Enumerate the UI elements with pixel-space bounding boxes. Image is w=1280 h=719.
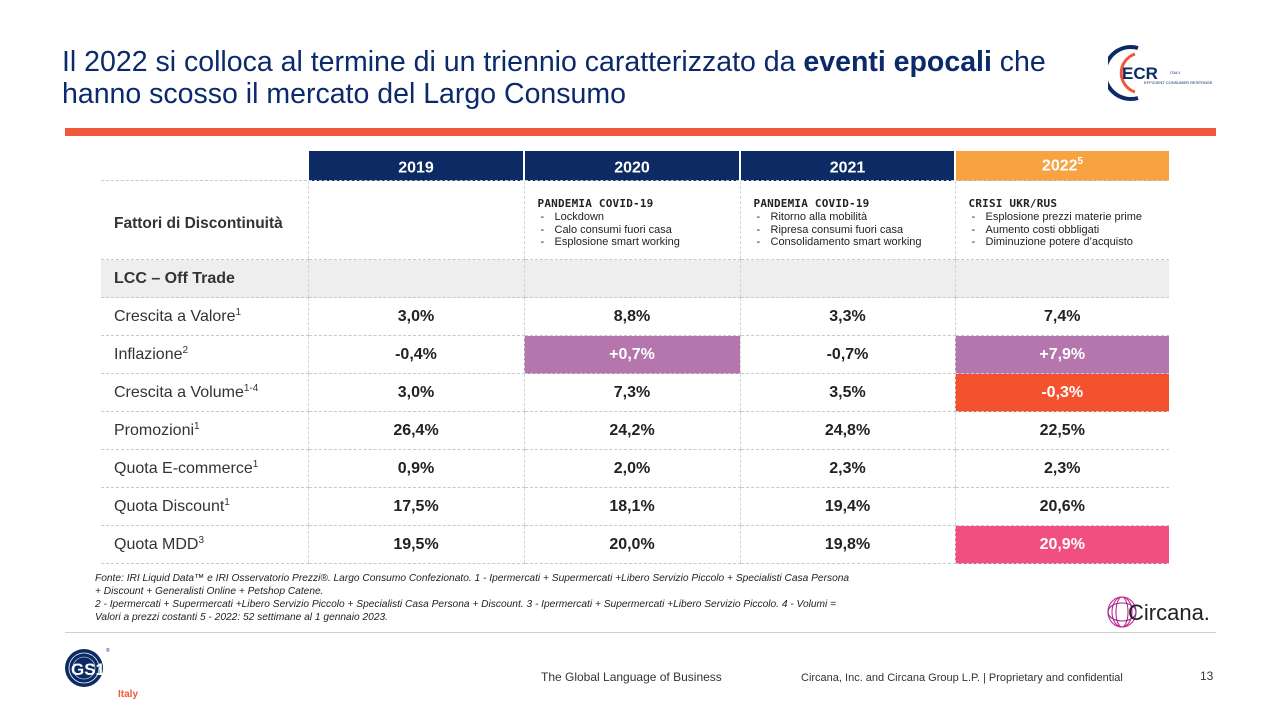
table-row: Crescita a Valore1 3,0% 8,8% 3,3% 7,4%: [101, 297, 1169, 336]
value-cell: 24,8%: [739, 411, 955, 450]
gs1-logo: GS1 ® Italy: [65, 647, 138, 700]
market-table: 2019 2020 2021 20225 Fattori di Disconti…: [101, 151, 1169, 564]
factors-label: Fattori di Discontinuità: [101, 180, 308, 260]
row-label: Quota MDD3: [101, 525, 308, 564]
value-cell: 19,8%: [739, 525, 955, 564]
value-cell: -0,3%: [954, 373, 1169, 412]
year-header-2021: 2021: [739, 151, 955, 181]
factors-row: Fattori di Discontinuità PANDEMIA COVID-…: [101, 180, 1170, 260]
factor-item: Calo consumi fuori casa: [538, 224, 740, 237]
gs1-reg-mark: ®: [106, 647, 110, 654]
footnote-line: 2 - Ipermercati + Supermercati +Libero S…: [95, 599, 837, 610]
row-label: Quota E-commerce1: [101, 449, 308, 488]
row-label: Crescita a Valore1: [101, 297, 308, 336]
header-corner: [101, 151, 308, 181]
table-row: Quota Discount1 17,5% 18,1% 19,4% 20,6%: [101, 487, 1169, 526]
value-cell: 20,9%: [954, 525, 1169, 564]
table-row: Crescita a Volume1-4 3,0% 7,3% 3,5% -0,3%: [101, 373, 1169, 412]
title-underline: [65, 128, 1216, 136]
year-header-2019: 2019: [307, 151, 524, 181]
value-cell: 3,0%: [307, 297, 524, 336]
table-row: Quota MDD3 19,5% 20,0% 19,8% 20,9%: [101, 525, 1169, 564]
value-cell: 7,4%: [954, 297, 1169, 336]
row-label: Quota Discount1: [101, 487, 308, 526]
source-footnote: Fonte: IRI Liquid Data™ e IRI Osservator…: [95, 572, 1025, 624]
value-cell: 2,3%: [739, 449, 955, 488]
factor-title: PANDEMIA COVID-19: [537, 196, 654, 210]
factor-title: CRISI UKR/RUS: [968, 196, 1058, 210]
factor-cell-2022: CRISI UKR/RUS Esplosione prezzi materie …: [954, 180, 1170, 260]
table-row: Inflazione2 -0,4% +0,7% -0,7% +7,9%: [101, 335, 1169, 374]
circana-logo-text: Circana.: [1128, 600, 1210, 625]
table-row: Promozioni1 26,4% 24,2% 24,8% 22,5%: [101, 411, 1169, 450]
value-cell: 18,1%: [523, 487, 740, 526]
factor-cell-2020: PANDEMIA COVID-19 Lockdown Calo consumi …: [523, 180, 740, 260]
footer-legal: Circana, Inc. and Circana Group L.P. | P…: [801, 672, 1123, 684]
factor-cell-2021: PANDEMIA COVID-19 Ritorno alla mobilità …: [739, 180, 955, 260]
factor-item: Diminuzione potere d’acquisto: [969, 236, 1170, 249]
value-cell: 19,4%: [739, 487, 955, 526]
factor-item: Esplosione smart working: [538, 236, 740, 249]
value-cell: 2,3%: [954, 449, 1169, 488]
gs1-country-text: Italy: [118, 689, 138, 700]
factor-item: Consolidamento smart working: [754, 236, 955, 249]
metric-rows: Crescita a Valore1 3,0% 8,8% 3,3% 7,4% Inflaz…: [101, 297, 1169, 564]
ecr-logo: ECR ITALY EFFICIENT CONSUMER RESPONSE: [1108, 45, 1213, 101]
value-cell: 20,0%: [523, 525, 740, 564]
title-text-2: che hanno scosso il mercato del Largo Co…: [62, 46, 1046, 110]
footnote-line: Valori a prezzi costanti 5 - 2022: 52 se…: [95, 612, 388, 623]
value-cell: 17,5%: [307, 487, 524, 526]
value-cell: -0,7%: [739, 335, 955, 374]
value-cell: 19,5%: [307, 525, 524, 564]
value-cell: 3,5%: [739, 373, 955, 412]
ecr-logo-text: ECR: [1122, 64, 1158, 83]
page-number: 13: [1200, 669, 1214, 683]
value-cell: 7,3%: [523, 373, 740, 412]
section-row: LCC – Off Trade: [101, 259, 1169, 298]
value-cell: 24,2%: [523, 411, 740, 450]
factor-cell-2019: [307, 180, 524, 260]
table-row: Quota E-commerce1 0,9% 2,0% 2,3% 2,3%: [101, 449, 1169, 488]
factor-item: Esplosione prezzi materie prime: [969, 211, 1170, 224]
footnote-line: + Discount + Generalisti Online + Petsho…: [95, 586, 324, 597]
year-header-2022: 20225: [954, 151, 1169, 181]
circana-logo: Circana.: [1107, 596, 1210, 628]
factor-item: Ripresa consumi fuori casa: [754, 224, 955, 237]
row-label: Inflazione2: [101, 335, 308, 374]
value-cell: 8,8%: [523, 297, 740, 336]
value-cell: 2,0%: [523, 449, 740, 488]
value-cell: 22,5%: [954, 411, 1169, 450]
ecr-logo-sub2: EFFICIENT CONSUMER RESPONSE: [1144, 80, 1213, 85]
value-cell: 26,4%: [307, 411, 524, 450]
row-label: Promozioni1: [101, 411, 308, 450]
year-header-2020: 2020: [523, 151, 740, 181]
title-text-1: Il 2022 si colloca al termine di un trie…: [62, 46, 804, 78]
slide-title: Il 2022 si colloca al termine di un trie…: [62, 46, 1072, 110]
factor-item: Lockdown: [538, 211, 740, 224]
factor-item: Ritorno alla mobilità: [754, 211, 955, 224]
value-cell: +0,7%: [523, 335, 740, 374]
gs1-logo-text: GS1: [71, 660, 105, 679]
footer-divider: [65, 632, 1216, 633]
row-label: Crescita a Volume1-4: [101, 373, 308, 412]
footer-tagline: The Global Language of Business: [541, 670, 722, 684]
footnote-line: Fonte: IRI Liquid Data™ e IRI Osservator…: [95, 573, 850, 584]
value-cell: +7,9%: [954, 335, 1169, 374]
factor-title: PANDEMIA COVID-19: [753, 196, 870, 210]
value-cell: 0,9%: [307, 449, 524, 488]
ecr-logo-sub1: ITALY: [1170, 70, 1181, 75]
year-header-row: 2019 2020 2021 20225: [101, 151, 1169, 181]
value-cell: -0,4%: [307, 335, 524, 374]
value-cell: 20,6%: [954, 487, 1169, 526]
factor-item: Aumento costi obbligati: [969, 224, 1170, 237]
value-cell: 3,0%: [307, 373, 524, 412]
title-bold: eventi epocali: [803, 46, 992, 78]
section-label: LCC – Off Trade: [101, 259, 308, 298]
value-cell: 3,3%: [739, 297, 955, 336]
